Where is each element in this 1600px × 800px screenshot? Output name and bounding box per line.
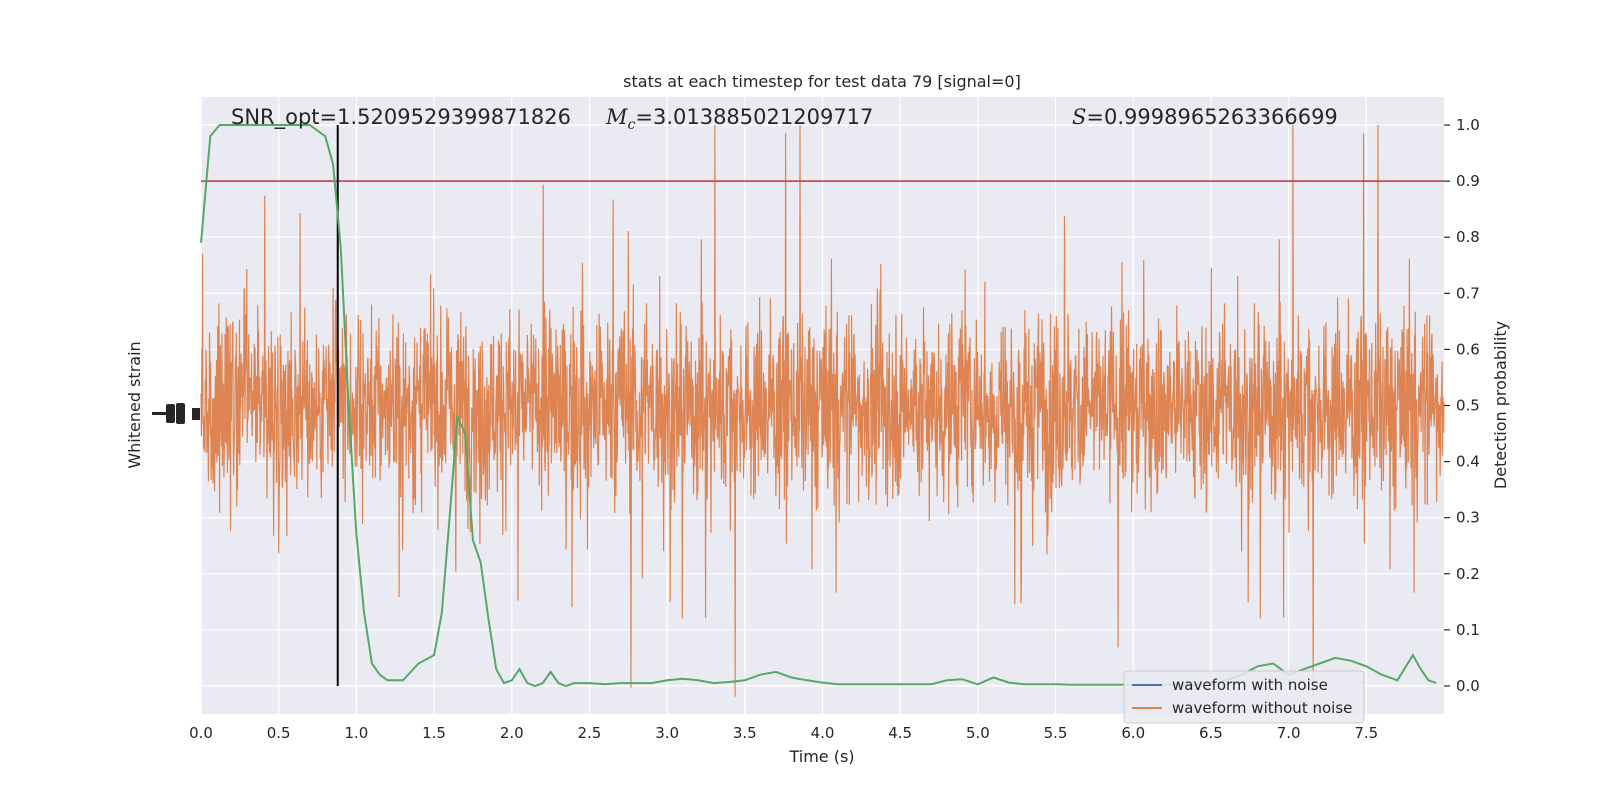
y-tick-label: 0.5 <box>1456 397 1480 415</box>
y-tick-label: 1.0 <box>1456 116 1480 134</box>
y-left-axis-label: Whitened strain <box>125 341 144 468</box>
y-right-tick-labels: 0.0 0.1 0.2 0.3 0.4 0.5 0.6 0.7 0.8 0.9 1.0 <box>1444 116 1480 695</box>
left-axis-clutter <box>152 403 200 424</box>
detection-stat-annotation: S=0.9998965263366699 <box>1072 105 1338 129</box>
y-tick-label: 0.7 <box>1456 284 1480 302</box>
legend-label-noise: waveform with noise <box>1172 676 1328 694</box>
x-tick-label: 4.5 <box>888 724 912 742</box>
y-tick-label: 0.0 <box>1456 677 1480 695</box>
x-tick-label: 2.0 <box>500 724 524 742</box>
y-tick-label: 0.1 <box>1456 621 1480 639</box>
y-tick-label: 0.3 <box>1456 509 1480 527</box>
y-tick-label: 0.8 <box>1456 228 1480 246</box>
x-tick-label: 1.5 <box>422 724 446 742</box>
x-tick-label: 2.5 <box>578 724 602 742</box>
x-tick-labels: 0.0 0.5 1.0 1.5 2.0 2.5 3.0 3.5 4.0 4.5 5.0 5.5 6.0 6… <box>189 724 1378 742</box>
x-tick-label: 5.0 <box>966 724 990 742</box>
y-tick-label: 0.6 <box>1456 340 1480 358</box>
chart-title: stats at each timestep for test data 79 … <box>623 72 1021 91</box>
legend-label-clean: waveform without noise <box>1172 699 1352 717</box>
legend: waveform with noise waveform without noi… <box>1123 670 1365 724</box>
y-right-axis-label: Detection probability <box>1491 321 1510 489</box>
y-tick-label: 0.2 <box>1456 565 1480 583</box>
x-tick-label: 1.0 <box>344 724 368 742</box>
y-tick-label: 0.4 <box>1456 453 1480 471</box>
x-tick-label: 6.0 <box>1121 724 1145 742</box>
x-tick-label: 0.5 <box>267 724 291 742</box>
x-tick-label: 7.0 <box>1277 724 1301 742</box>
x-tick-label: 7.5 <box>1354 724 1378 742</box>
noise-waveform-line <box>200 124 1445 697</box>
noise-waveform-series <box>200 124 1445 697</box>
x-axis-label: Time (s) <box>788 747 854 766</box>
x-tick-label: 5.5 <box>1044 724 1068 742</box>
x-tick-label: 6.5 <box>1199 724 1223 742</box>
x-tick-label: 0.0 <box>189 724 213 742</box>
x-tick-label: 3.0 <box>655 724 679 742</box>
x-tick-label: 3.5 <box>733 724 757 742</box>
chirp-mass-annotation: Mc=3.013885021209717 <box>605 105 873 133</box>
snr-annotation: SNR_opt=1.5209529399871826 <box>231 105 571 130</box>
y-tick-label: 0.9 <box>1456 172 1480 190</box>
x-tick-label: 4.0 <box>811 724 835 742</box>
